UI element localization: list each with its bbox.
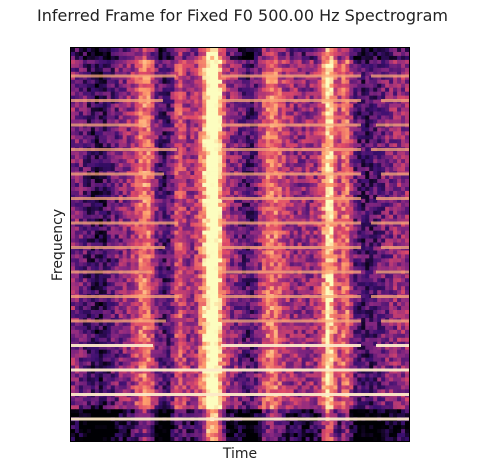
harmonic-line <box>381 99 409 102</box>
harmonic-line <box>376 270 409 274</box>
chart-title: Inferred Frame for Fixed F0 500.00 Hz Sp… <box>37 6 448 25</box>
harmonic-line <box>221 295 361 298</box>
harmonic-line <box>71 319 166 323</box>
harmonic-line <box>371 221 409 225</box>
harmonic-line <box>71 393 409 396</box>
harmonic-line <box>376 123 409 127</box>
harmonic-line <box>371 148 409 151</box>
spectrogram-plot-area <box>70 47 410 442</box>
harmonic-line <box>221 344 361 347</box>
spectrogram-heatmap <box>71 48 409 441</box>
harmonic-line <box>71 270 152 274</box>
harmonic-line <box>71 99 163 102</box>
harmonic-line <box>71 417 409 421</box>
harmonic-line <box>221 123 361 127</box>
harmonic-line <box>221 148 361 151</box>
harmonic-line <box>71 123 150 127</box>
harmonic-line <box>221 246 361 249</box>
harmonic-line <box>376 197 409 200</box>
harmonic-line <box>381 246 409 249</box>
harmonic-line <box>371 74 409 78</box>
harmonic-lines <box>71 74 409 421</box>
harmonic-line <box>71 344 153 347</box>
harmonic-line <box>71 295 179 298</box>
harmonic-line <box>221 319 361 323</box>
harmonic-line <box>71 246 165 249</box>
harmonic-line <box>221 74 361 78</box>
y-axis-label: Frequency <box>50 208 66 282</box>
spectrogram-texture <box>71 48 409 441</box>
harmonic-line <box>221 197 361 200</box>
harmonic-line <box>71 74 176 78</box>
harmonic-line <box>376 344 409 347</box>
harmonic-line <box>71 197 151 200</box>
harmonic-line <box>71 221 178 225</box>
harmonic-line <box>221 221 361 225</box>
harmonic-line <box>221 172 361 176</box>
harmonic-line <box>381 172 409 176</box>
harmonic-line <box>221 270 361 274</box>
harmonic-line <box>371 295 409 298</box>
harmonic-line <box>221 99 361 102</box>
harmonic-line <box>71 368 409 372</box>
harmonic-line <box>381 319 409 323</box>
x-axis-label: Time <box>222 446 258 462</box>
harmonic-line <box>71 172 164 176</box>
harmonic-line <box>71 148 177 151</box>
